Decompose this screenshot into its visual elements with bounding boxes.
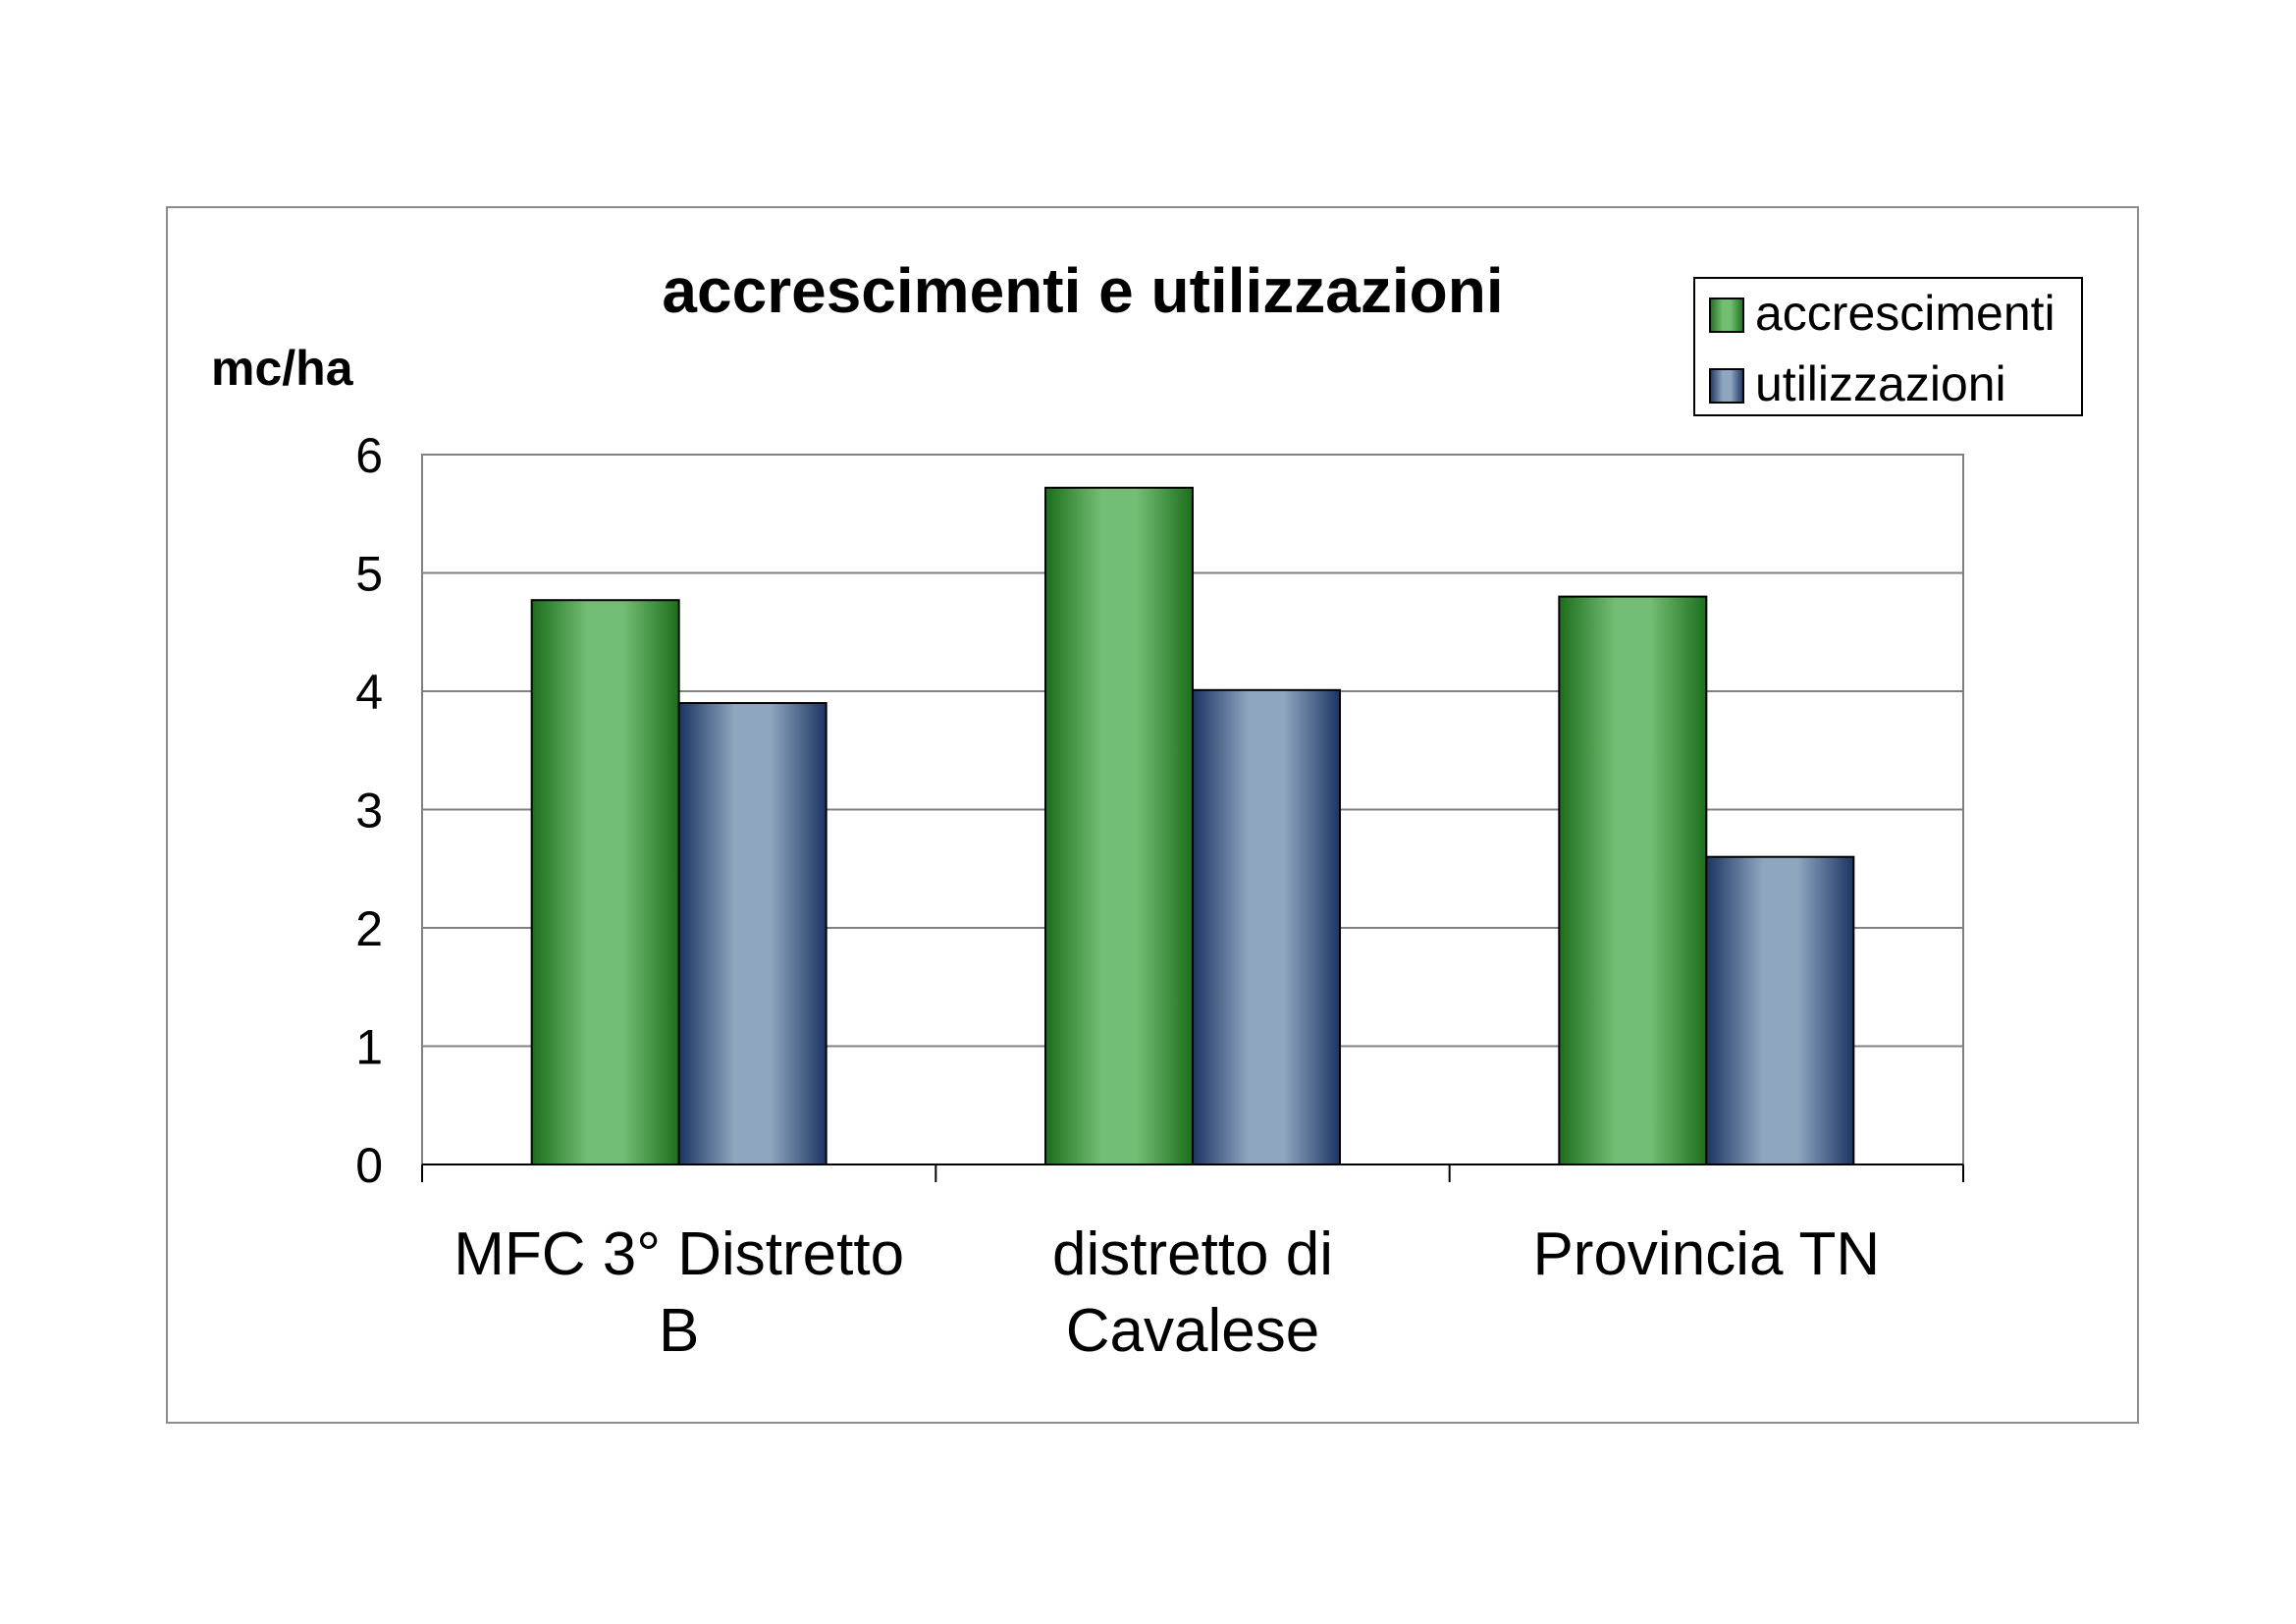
bar-accrescimenti xyxy=(1044,486,1194,1165)
x-tick-label: Provincia TN xyxy=(1532,1220,1880,1288)
x-tick-label: MFC 3° Distretto B xyxy=(454,1220,904,1365)
y-tick-label: 5 xyxy=(355,547,383,602)
legend-label-accrescimenti: accrescimenti xyxy=(1755,286,2056,341)
chart-title: accrescimenti e utilizzazioni xyxy=(662,255,1503,326)
legend-swatch-accrescimenti xyxy=(1709,298,1744,333)
y-tick-label: 2 xyxy=(355,901,383,956)
legend-swatch-utilizzazioni xyxy=(1709,368,1744,404)
bar-utilizzazioni xyxy=(1192,688,1341,1165)
bar-accrescimenti xyxy=(1558,595,1708,1165)
y-axis-label: mc/ha xyxy=(211,341,354,396)
bar-utilizzazioni xyxy=(1705,855,1855,1165)
y-tick-label: 6 xyxy=(355,428,383,483)
bar-accrescimenti xyxy=(530,599,680,1165)
bar-utilizzazioni xyxy=(677,702,828,1165)
legend-label-utilizzazioni: utilizzazioni xyxy=(1755,356,2006,411)
legend: accrescimenti utilizzazioni xyxy=(1693,277,2083,416)
legend-box xyxy=(1693,277,2083,416)
y-tick-label: 1 xyxy=(355,1020,383,1075)
plot-area: 0 1 2 3 4 5 6 MFC 3° Distretto B distretto di Cava… xyxy=(355,428,1964,1365)
y-tick-label: 3 xyxy=(355,784,383,839)
y-tick-label: 4 xyxy=(355,665,383,720)
x-tick-label: distretto di Cavalese xyxy=(1052,1220,1333,1365)
y-tick-label: 0 xyxy=(355,1138,383,1193)
